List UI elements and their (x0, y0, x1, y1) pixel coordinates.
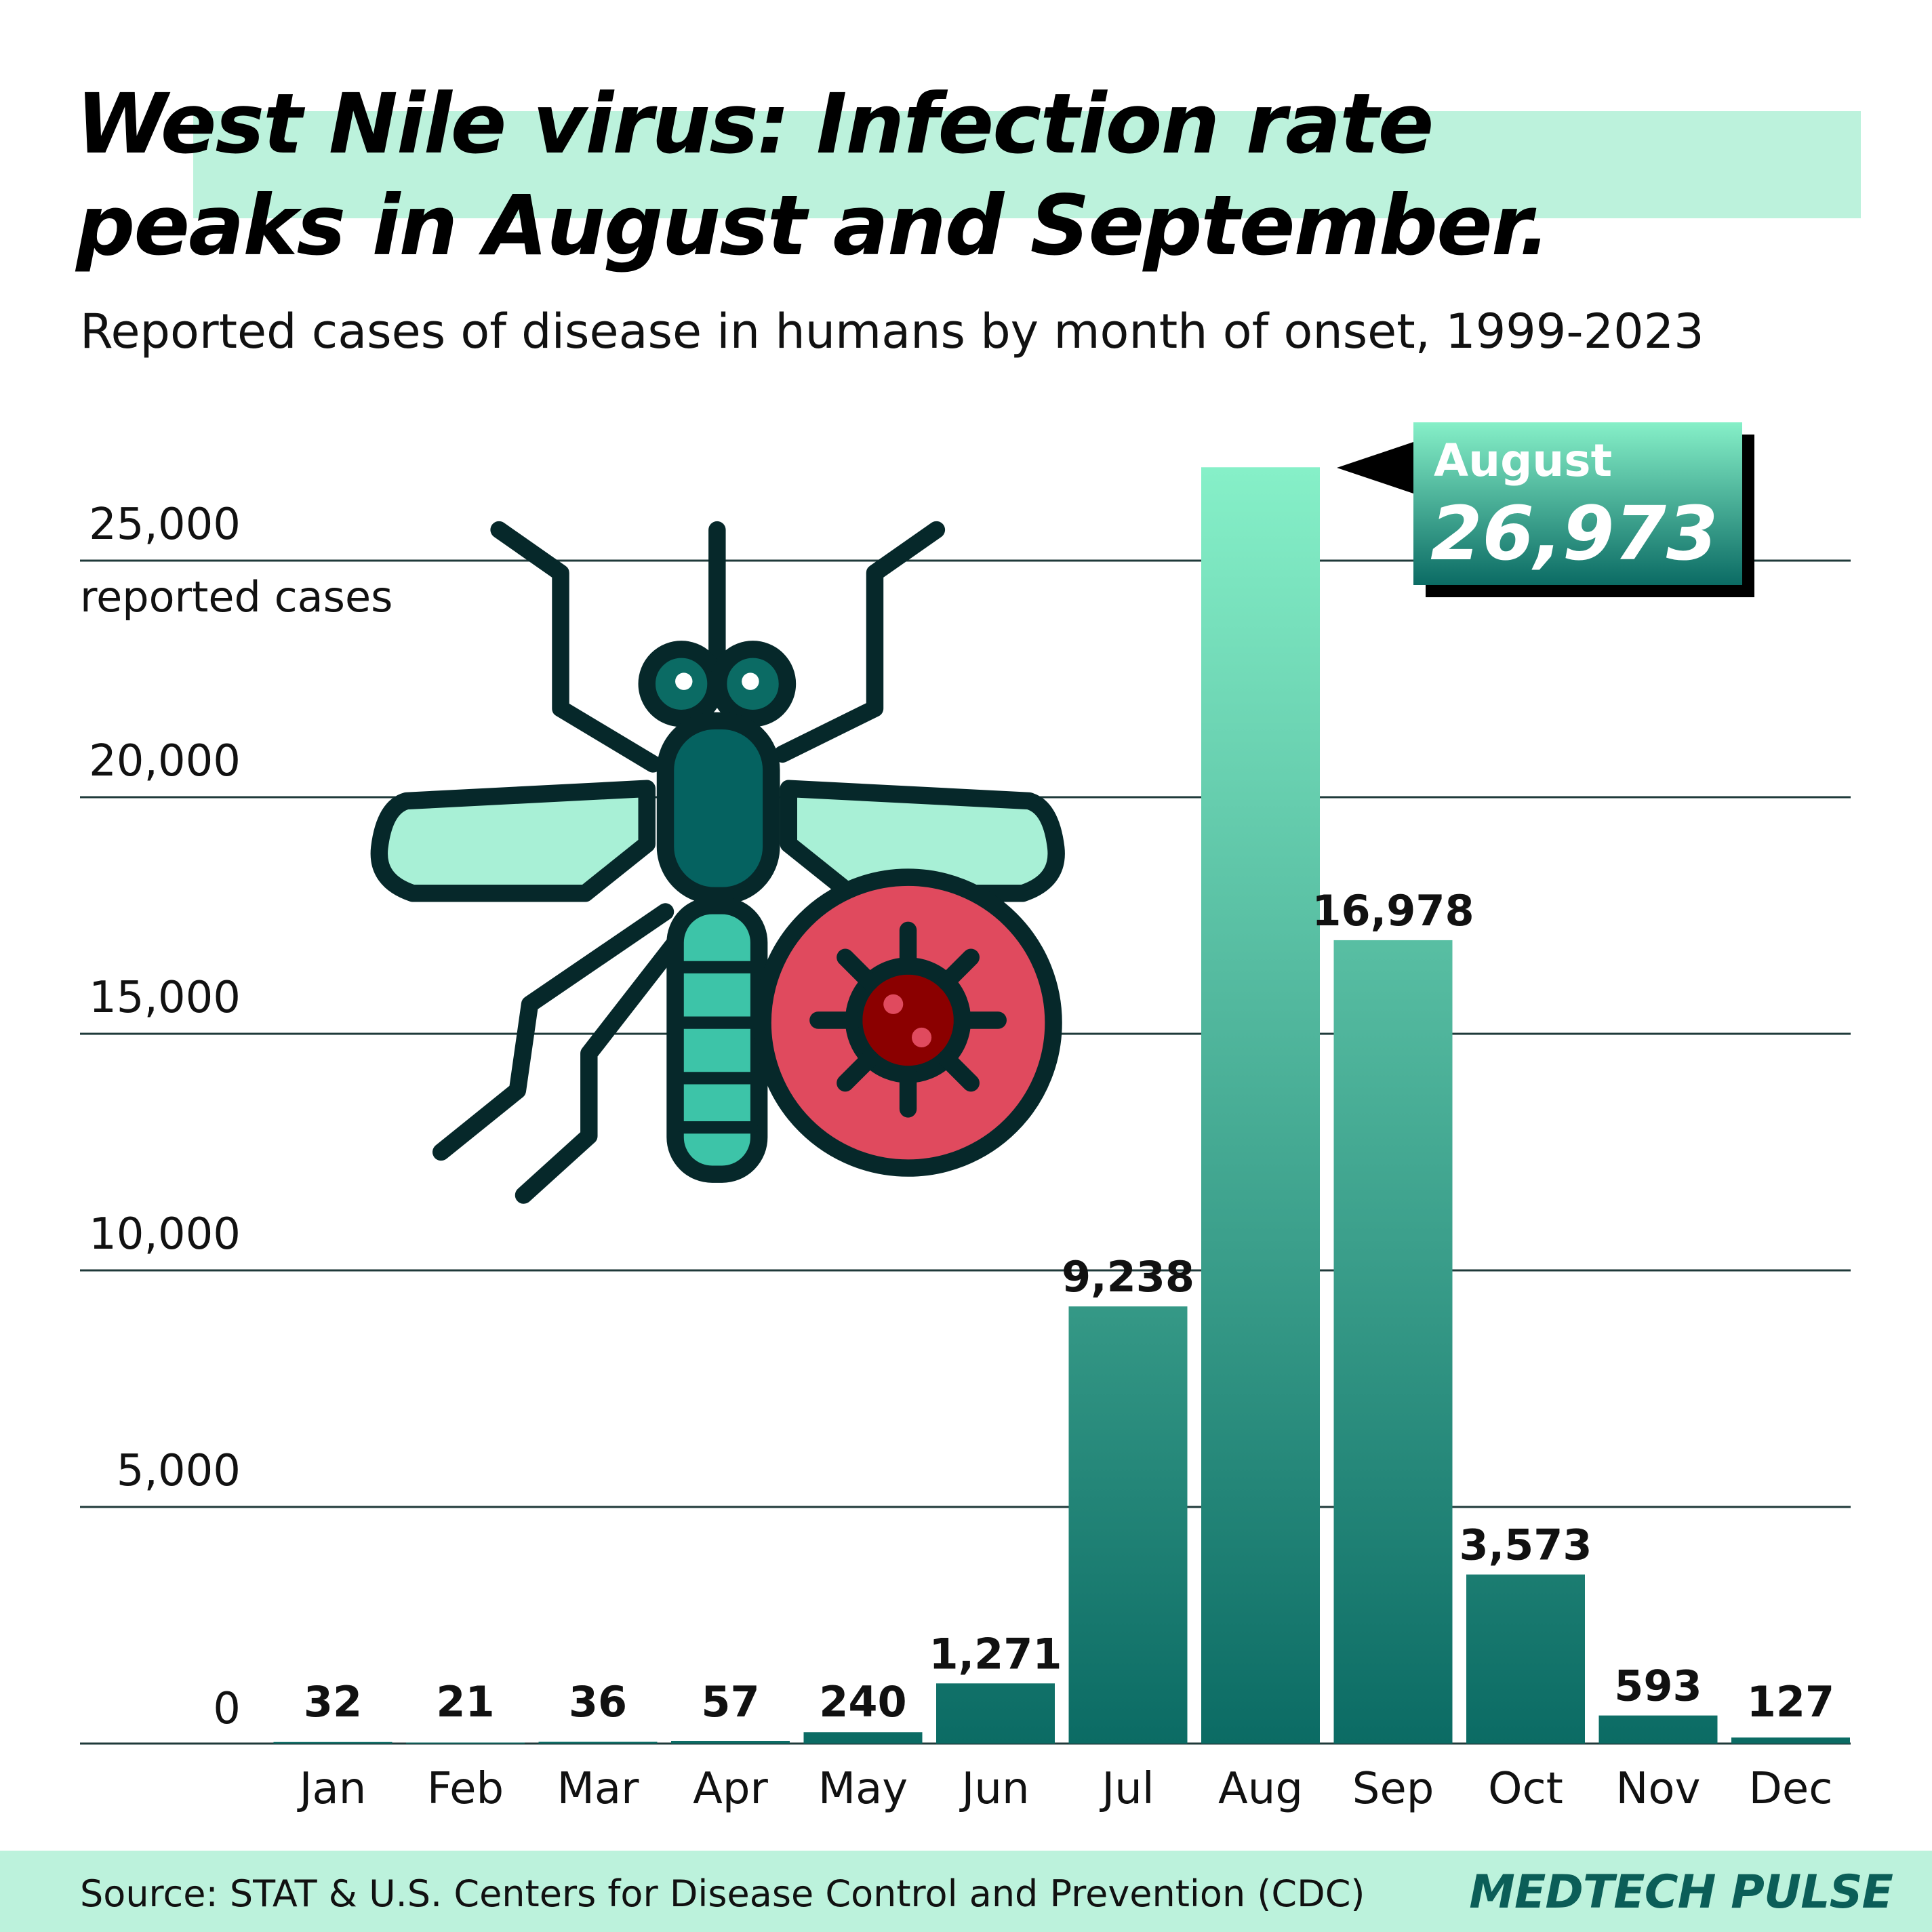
bar-dec (1731, 1737, 1850, 1744)
x-tick-label: May (818, 1764, 908, 1814)
bar-feb (406, 1742, 525, 1744)
x-tick-label: Jun (959, 1764, 1030, 1814)
title-line-1: West Nile virus: Infection rate (76, 76, 1434, 172)
y-tick-label: 20,000 (89, 736, 241, 786)
y-tick-label: 0 (213, 1684, 241, 1734)
bar-mar (538, 1742, 658, 1744)
bar-may (803, 1732, 923, 1744)
bar-jun (936, 1683, 1055, 1744)
x-tick-label: Mar (557, 1764, 639, 1814)
brand-logo: MEDTECH PULSE (1469, 1866, 1893, 1919)
bar-oct (1466, 1574, 1585, 1744)
bar-jan (273, 1742, 393, 1744)
x-tick-label: Aug (1218, 1764, 1303, 1814)
bar-sep (1333, 940, 1453, 1744)
data-label: 57 (701, 1677, 759, 1727)
y-tick-label: 15,000 (89, 973, 241, 1023)
chart-subtitle: Reported cases of disease in humans by m… (80, 304, 1704, 359)
x-tick-label: Oct (1488, 1764, 1563, 1814)
data-label: 593 (1614, 1662, 1702, 1711)
peak-callout: August 26,973 (1413, 422, 1742, 585)
callout-value: 26,973 (1430, 490, 1718, 577)
data-label: 16,978 (1312, 886, 1474, 935)
x-tick-label: Jul (1099, 1764, 1154, 1814)
x-tick-label: Apr (693, 1764, 768, 1814)
callout-month: August (1434, 435, 1613, 487)
source-note: Source: STAT & U.S. Centers for Disease … (80, 1872, 1365, 1915)
data-label: 32 (304, 1677, 362, 1727)
y-tick-label: 25,000 (89, 500, 241, 550)
x-tick-label: Sep (1352, 1764, 1434, 1814)
x-tick-label: Nov (1616, 1764, 1701, 1814)
mosquito-icon (370, 521, 1065, 1204)
data-label: 21 (436, 1677, 494, 1727)
x-tick-label: Jan (297, 1764, 367, 1814)
title-highlight (193, 111, 1861, 218)
bar-apr (671, 1741, 790, 1744)
y-tick-label: 10,000 (89, 1209, 241, 1260)
data-label: 36 (569, 1677, 627, 1727)
data-label: 127 (1747, 1677, 1834, 1727)
x-tick-label: Feb (427, 1764, 504, 1814)
data-label: 1,271 (929, 1629, 1062, 1678)
page-title: West Nile virus: Infection rate peaks in … (76, 73, 1550, 277)
bar-aug (1201, 467, 1320, 1744)
footer (0, 1851, 1932, 1932)
data-label: 9,238 (1062, 1252, 1194, 1302)
bar-jul (1068, 1306, 1188, 1744)
title-line-2: peaks in August and September. (76, 178, 1550, 274)
y-tick-label: 5,000 (117, 1446, 241, 1496)
data-label: 3,573 (1459, 1521, 1592, 1570)
bar-nov (1598, 1715, 1718, 1744)
x-tick-label: Dec (1749, 1764, 1833, 1814)
y-axis-label: reported cases (80, 572, 393, 622)
callout-pointer (1337, 442, 1413, 494)
data-label: 240 (819, 1677, 906, 1727)
virus-icon (754, 868, 1062, 1177)
